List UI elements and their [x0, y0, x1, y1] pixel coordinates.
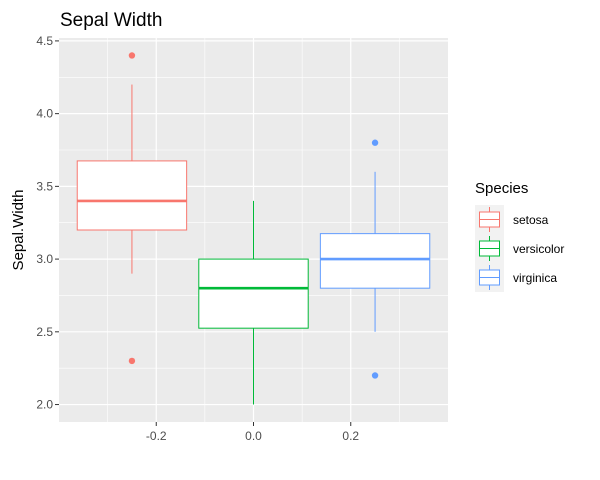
- y-tick-label: 4.0: [36, 107, 53, 121]
- box: [76, 160, 188, 231]
- legend-item-setosa: setosa: [475, 205, 549, 234]
- y-tick-label: 2.0: [36, 398, 53, 412]
- legend-item-versicolor: versicolor: [475, 234, 564, 263]
- y-tick-label: 4.5: [36, 34, 53, 48]
- outlier-point: [371, 372, 379, 379]
- legend-label: virginica: [513, 271, 557, 285]
- boxplot-versicolor: [198, 200, 309, 405]
- y-tick-label: 3.0: [36, 252, 53, 266]
- chart-title: Sepal Width: [60, 10, 162, 31]
- legend: Species setosa versicolor virginica: [475, 180, 564, 292]
- boxes: [76, 52, 431, 405]
- y-tick-label: 3.5: [36, 179, 53, 193]
- box: [198, 258, 309, 329]
- legend-title: Species: [475, 180, 528, 197]
- x-tick-label: 0.0: [245, 429, 262, 443]
- y-tick-label: 2.5: [36, 325, 53, 339]
- box: [319, 233, 431, 289]
- boxplot-setosa: [76, 52, 188, 365]
- outlier-point: [128, 357, 136, 365]
- outlier-point: [128, 52, 136, 59]
- y-axis-label: Sepal.Width: [10, 190, 27, 271]
- legend-item-virginica: virginica: [475, 263, 557, 292]
- boxplot-virginica: [319, 139, 431, 379]
- outlier-point: [371, 139, 379, 146]
- legend-label: setosa: [513, 213, 549, 227]
- x-axis: -0.2 0.0 0.2: [146, 422, 359, 443]
- y-axis: 2.0 2.5 3.0 3.5 4.0 4.5: [36, 34, 59, 412]
- x-tick-label: -0.2: [146, 429, 167, 443]
- legend-label: versicolor: [513, 242, 564, 256]
- x-tick-label: 0.2: [342, 429, 359, 443]
